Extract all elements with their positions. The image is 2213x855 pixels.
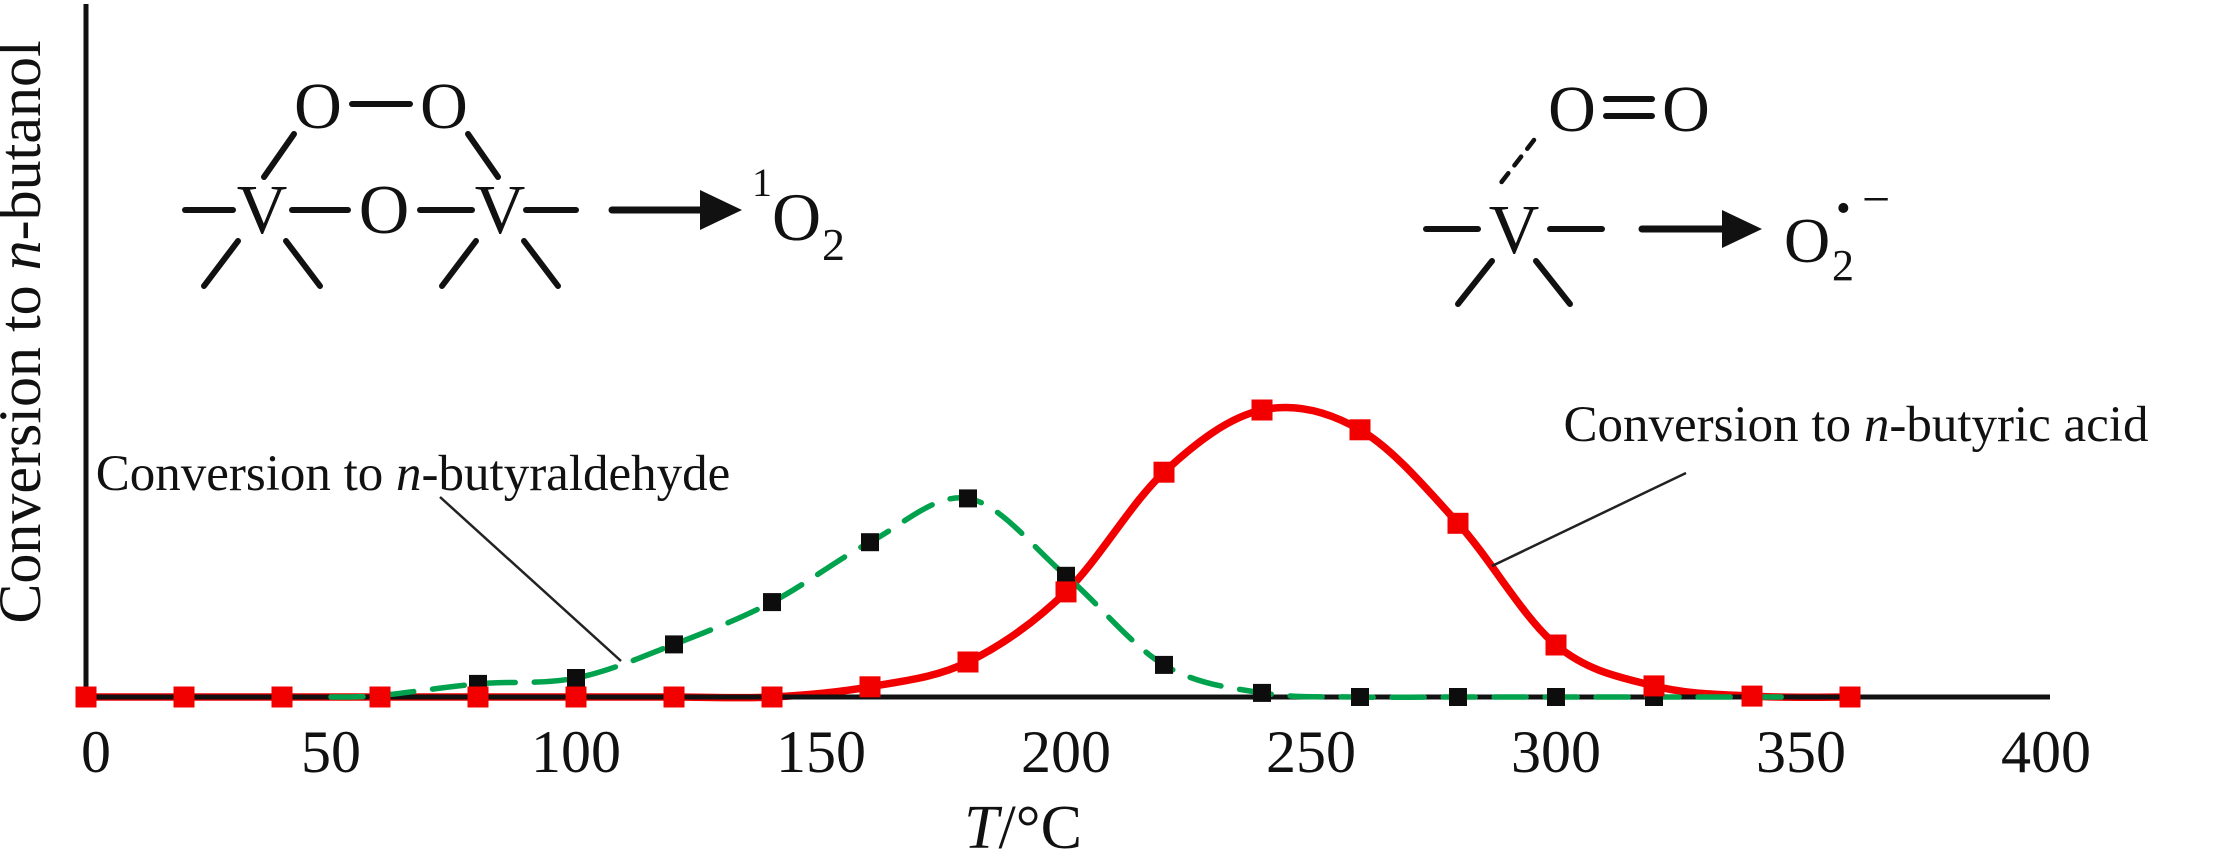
butyric-acid-marker-360 bbox=[1839, 686, 1861, 708]
superoxide-dashed-bond bbox=[1497, 137, 1537, 187]
ald-prefix: Conversion to bbox=[96, 446, 396, 502]
x-tick-label-250: 250 bbox=[1266, 719, 1356, 785]
peroxo-reaction-arrow-head bbox=[700, 190, 742, 230]
ald-suffix: -butyraldehyde bbox=[422, 446, 731, 502]
butyraldehyde-marker-180 bbox=[959, 489, 977, 508]
butyraldehyde-marker-240 bbox=[1253, 683, 1271, 702]
butyric-acid-marker-20 bbox=[173, 686, 195, 708]
butyric-acid-marker-0 bbox=[75, 686, 97, 708]
butyric-acid-marker-160 bbox=[859, 676, 881, 698]
singlet-oxygen-product: 1O2 bbox=[752, 160, 845, 270]
peroxo-Vleft-leg1 bbox=[201, 238, 241, 289]
butyric-acid-marker-120 bbox=[663, 686, 685, 708]
butyric-acid-marker-180 bbox=[957, 651, 979, 673]
peroxo-O-bridge: O bbox=[359, 172, 410, 249]
peroxo-V-left: V bbox=[237, 172, 288, 249]
x-axis-title: T/°C bbox=[964, 794, 1082, 855]
superoxide-reaction-arrow-head bbox=[1722, 210, 1762, 248]
butyric-acid-marker-260 bbox=[1349, 419, 1371, 441]
butyraldehyde-marker-140 bbox=[763, 593, 781, 612]
butyric-acid-marker-240 bbox=[1251, 399, 1273, 421]
butyric-acid-marker-80 bbox=[467, 686, 489, 708]
superoxide-radical-dot: • bbox=[1836, 186, 1851, 232]
butyric-acid-marker-320 bbox=[1643, 675, 1665, 697]
superoxide-scheme: O O V O2• − bbox=[1423, 73, 1890, 307]
singlet-sup-1: 1 bbox=[752, 160, 772, 205]
butyraldehyde-marker-200 bbox=[1057, 566, 1075, 585]
y-title-italic-n: n bbox=[0, 240, 53, 270]
superoxide-charge-minus: − bbox=[1862, 171, 1890, 227]
peroxo-O-top-right: O bbox=[420, 70, 468, 143]
acid-prefix: Conversion to bbox=[1564, 397, 1864, 453]
butyric-acid-marker-280 bbox=[1447, 512, 1469, 534]
butyric-acid-annotation: Conversion to n-butyric acid bbox=[1564, 397, 2149, 453]
peroxo-scheme: O O V O V 1O2 bbox=[182, 70, 845, 289]
peroxo-Vleft-leg2 bbox=[283, 238, 323, 289]
superoxide-O-right: O bbox=[1662, 73, 1710, 146]
butyric-acid-marker-60 bbox=[369, 686, 391, 708]
acid-suffix: -butyric acid bbox=[1889, 397, 2148, 453]
butyraldehyde-marker-100 bbox=[567, 669, 585, 687]
superoxide-sub-2: 2 bbox=[1832, 241, 1854, 290]
butyraldehyde-marker-260 bbox=[1351, 688, 1369, 706]
y-axis-title: Conversion to n-butanol bbox=[0, 40, 53, 623]
butyric-acid-marker-340 bbox=[1741, 685, 1763, 707]
data-markers-layer bbox=[75, 399, 1861, 708]
butyric-acid-marker-220 bbox=[1153, 461, 1175, 483]
singlet-sub-2: 2 bbox=[822, 219, 845, 270]
x-title-units: /°C bbox=[999, 794, 1082, 855]
peroxo-O-Vright-bond bbox=[465, 131, 501, 180]
superoxide-V: V bbox=[1489, 192, 1540, 269]
butyraldehyde-marker-220 bbox=[1155, 655, 1173, 674]
butyraldehyde-marker-280 bbox=[1449, 688, 1467, 706]
peroxo-O-top-left: O bbox=[294, 70, 342, 143]
butyric-acid-marker-200 bbox=[1055, 581, 1077, 603]
peroxo-Vright-leg1 bbox=[439, 238, 479, 289]
butyric-acid-marker-100 bbox=[565, 686, 587, 708]
butyric-acid-leader-line bbox=[1491, 471, 1687, 568]
x-tick-label-0: 0 bbox=[81, 719, 111, 785]
peroxo-Vright-leg2 bbox=[521, 238, 561, 289]
butyric-acid-marker-140 bbox=[761, 686, 783, 708]
x-tick-label-350: 350 bbox=[1756, 719, 1846, 785]
x-tick-label-400: 400 bbox=[2001, 719, 2091, 785]
y-title-prefix: Conversion to bbox=[0, 270, 53, 623]
butyraldehyde-curve-layer bbox=[328, 495, 1794, 701]
butyraldehyde-marker-300 bbox=[1547, 688, 1565, 706]
superoxide-O-left: O bbox=[1548, 73, 1596, 146]
x-tick-label-150: 150 bbox=[776, 719, 866, 785]
superoxide-product: O2 • − bbox=[1784, 171, 1890, 290]
butyraldehyde-annotation: Conversion to n-butyraldehyde bbox=[96, 446, 731, 502]
butyric-acid-marker-300 bbox=[1545, 634, 1567, 656]
x-tick-label-50: 50 bbox=[301, 719, 361, 785]
peroxo-O-Vleft-bond bbox=[261, 131, 297, 180]
superoxide-O-symbol: O bbox=[1784, 205, 1830, 276]
ald-italic-n: n bbox=[396, 446, 422, 502]
butyraldehyde-marker-160 bbox=[861, 533, 879, 552]
x-tick-label-300: 300 bbox=[1511, 719, 1601, 785]
peroxo-V-right: V bbox=[475, 172, 526, 249]
singlet-O: O bbox=[772, 179, 821, 255]
butyric-acid-marker-40 bbox=[271, 686, 293, 708]
butyraldehyde-leader-line bbox=[439, 496, 622, 662]
x-title-italic-T: T bbox=[964, 794, 1003, 855]
superoxide-V-leg1 bbox=[1455, 258, 1495, 307]
butyraldehyde-curve bbox=[328, 495, 1794, 701]
x-tick-label-100: 100 bbox=[531, 719, 621, 785]
superoxide-V-leg2 bbox=[1533, 258, 1573, 307]
x-tick-label-200: 200 bbox=[1021, 719, 1111, 785]
butyraldehyde-marker-120 bbox=[665, 635, 683, 654]
x-tick-labels: 0 50 100 150 200 250 300 350 400 bbox=[81, 719, 2091, 785]
acid-italic-n: n bbox=[1864, 397, 1890, 453]
y-title-suffix: -butanol bbox=[0, 40, 53, 240]
